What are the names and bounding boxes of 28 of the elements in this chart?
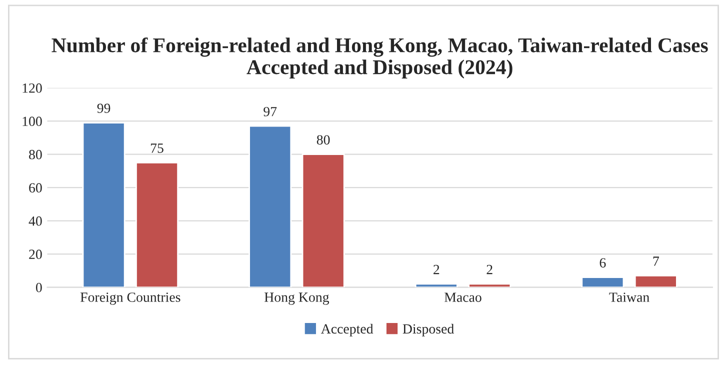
bar [248,125,292,288]
x-tick-label: Taiwan [609,292,650,302]
bar [634,274,678,288]
data-label: 7 [653,256,659,266]
data-label: 2 [434,264,440,274]
bar [136,162,178,288]
data-label: 75 [150,144,164,153]
chart-title: Number of Foreign-related and Hong Kong, Macao, Taiwan-related Cases Accepted and Disposed (2024) [52,37,708,78]
y-tick-label: 40 [28,216,42,226]
data-label: 80 [316,135,330,145]
y-tick-label: 20 [29,250,42,260]
bar [82,122,126,288]
data-label: 2 [486,264,492,274]
data-label: 99 [97,104,110,113]
data-label: 6 [600,258,606,268]
y-tick-label: 60 [29,183,42,193]
x-tick-label: Hong Kong [264,292,330,305]
y-tick-label: 100 [22,116,42,126]
y-tick-label: 80 [29,150,42,160]
data-label: 97 [264,106,277,116]
legend-label: Disposed [402,324,454,336]
y-tick-label: 0 [36,282,42,292]
legend-label: Accepted [320,324,374,336]
bar [581,276,624,288]
bar [302,154,345,288]
x-tick-label: Macao [444,292,482,302]
x-tick-label: Foreign Countries [80,292,180,305]
y-tick-label: 120 [22,83,42,93]
